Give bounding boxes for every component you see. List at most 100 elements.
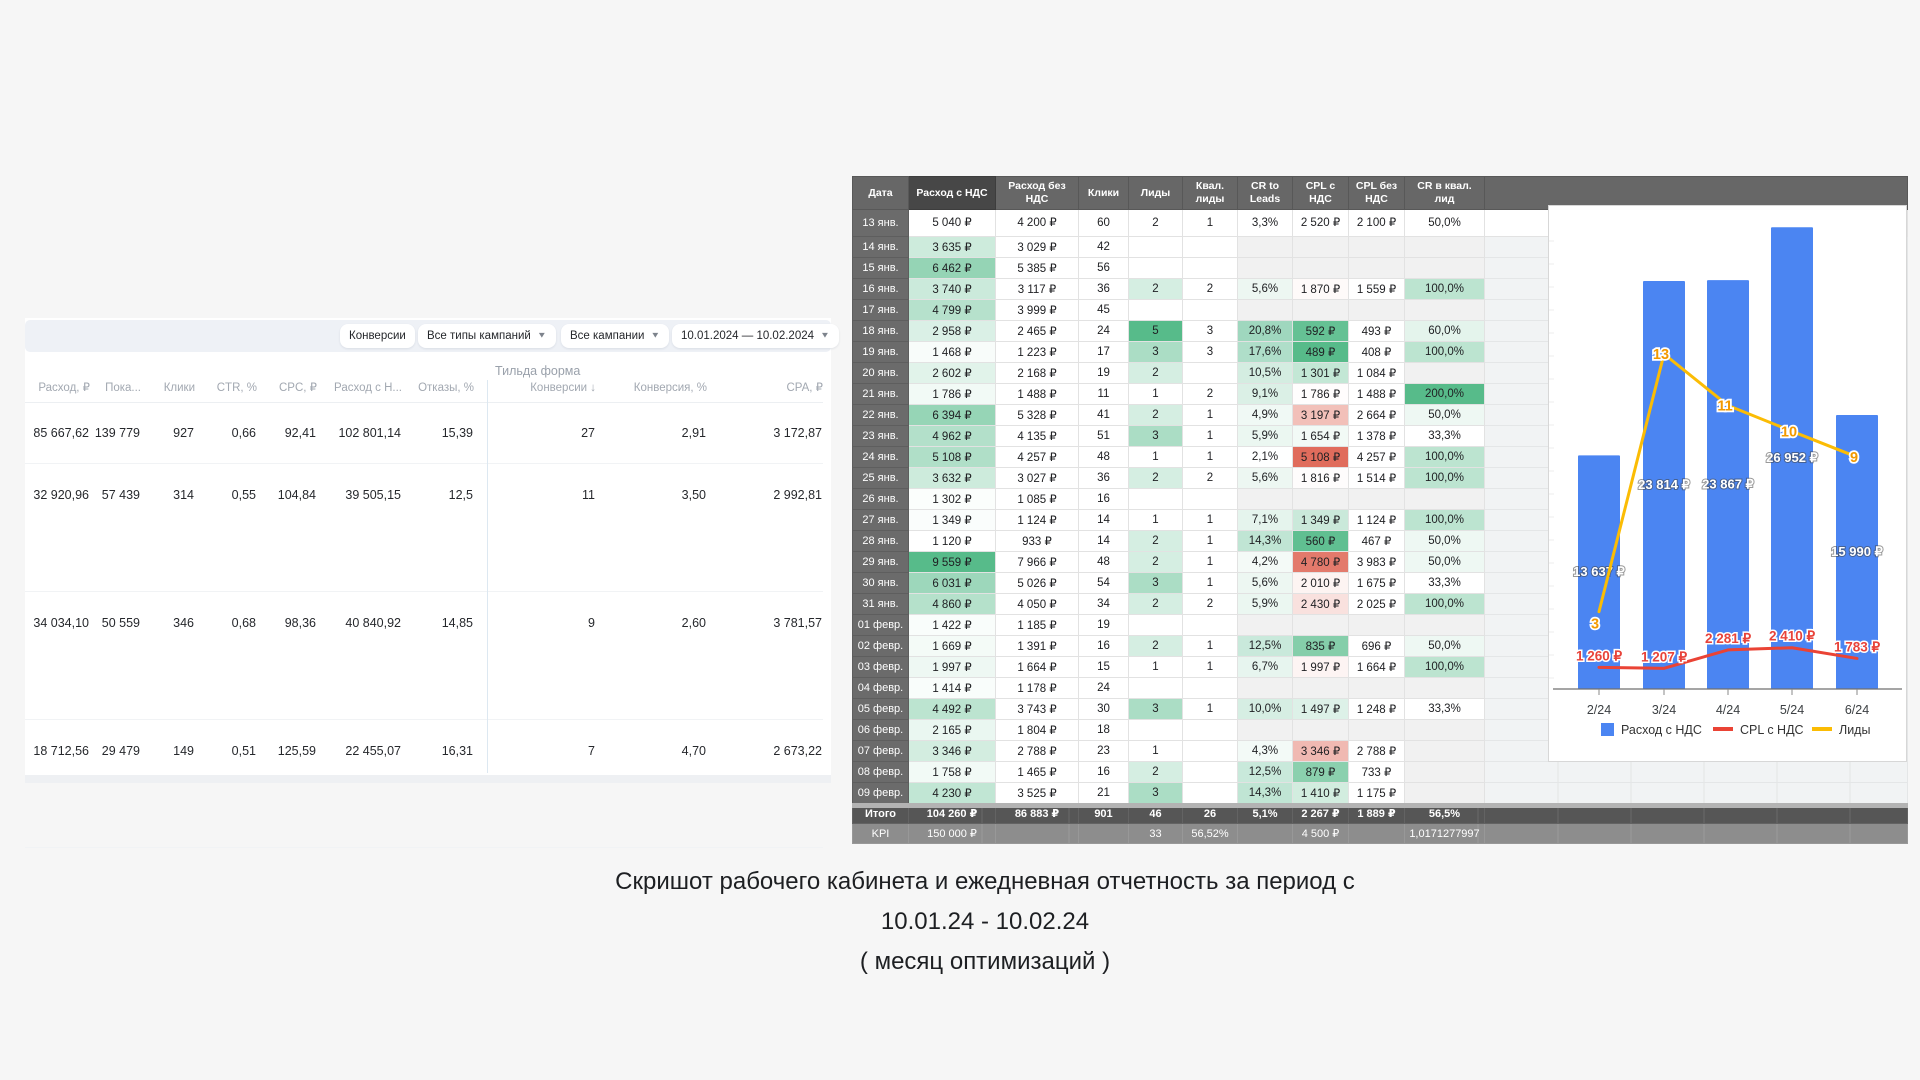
column-header[interactable]: Дата [852,176,909,210]
column-header[interactable]: CPL с НДС [1292,176,1349,210]
cell[interactable] [1128,299,1183,321]
cell[interactable]: 1 786 ₽ [1292,383,1349,405]
cell[interactable] [1128,236,1183,258]
cell[interactable]: 36 [1078,467,1129,489]
date-cell[interactable]: 16 янв. [852,278,909,300]
cell[interactable]: 30 [1078,698,1129,720]
cell[interactable]: 1 [1182,509,1238,531]
cell[interactable] [1292,719,1349,741]
cell[interactable]: 5,6% [1237,278,1293,300]
cell[interactable]: 1 185 ₽ [995,614,1079,636]
cell[interactable]: 1 223 ₽ [995,341,1079,363]
cell[interactable]: 3 [1128,782,1183,804]
column-header[interactable]: Лиды [1128,176,1183,210]
cell[interactable] [1182,362,1238,384]
cell[interactable]: 835 ₽ [1292,635,1349,657]
cell[interactable]: 2 267 ₽ [1292,803,1349,824]
cell[interactable]: 3 999 ₽ [995,299,1079,321]
cell[interactable]: 15 [1078,656,1129,678]
cell[interactable]: 1 675 ₽ [1348,572,1405,594]
cell[interactable]: 24 [1078,320,1129,342]
cell[interactable]: 3 743 ₽ [995,698,1079,720]
cell[interactable]: 560 ₽ [1292,530,1349,552]
metric-filter-chip[interactable]: Конверсии [340,324,415,348]
cell[interactable]: 6 031 ₽ [908,572,996,594]
cell[interactable]: 3 197 ₽ [1292,404,1349,426]
cell[interactable]: 42 [1078,236,1129,258]
cell[interactable]: 9,1% [1237,383,1293,405]
cell[interactable]: 10,5% [1237,362,1293,384]
cell[interactable]: 2 025 ₽ [1348,593,1405,615]
cell[interactable]: 48 [1078,446,1129,468]
date-cell[interactable]: 21 янв. [852,383,909,405]
cell[interactable]: 1 [1128,383,1183,405]
date-cell[interactable]: 28 янв. [852,530,909,552]
cell[interactable]: 3 983 ₽ [1348,551,1405,573]
cell[interactable]: 1 [1182,404,1238,426]
cell[interactable]: 1,0171277997 [1404,823,1485,844]
date-cell[interactable]: 14 янв. [852,236,909,258]
cell[interactable] [1128,719,1183,741]
cell[interactable]: 19 [1078,362,1129,384]
cell[interactable] [1404,614,1485,636]
cell[interactable]: 50,0% [1404,530,1485,552]
cell[interactable]: 1 [1128,509,1183,531]
cell[interactable]: 2 [1182,467,1238,489]
column-header[interactable]: CPC, ₽ [257,380,317,403]
cell[interactable]: 5 108 ₽ [1292,446,1349,468]
cell[interactable] [1182,299,1238,321]
table-row[interactable]: 32 920,96 57 439 314 0,55 104,84 39 505,15 12,… [25,463,823,592]
cell[interactable]: 1 [1128,446,1183,468]
cell[interactable]: 1 669 ₽ [908,635,996,657]
column-header[interactable]: Клики [141,380,195,403]
cell[interactable] [1348,677,1405,699]
cell[interactable]: 5,6% [1237,467,1293,489]
cell[interactable]: 2 465 ₽ [995,320,1079,342]
date-cell[interactable]: 03 февр. [852,656,909,678]
column-header[interactable]: CR to Leads [1237,176,1293,210]
cell[interactable]: 41 [1078,404,1129,426]
date-cell[interactable]: 20 янв. [852,362,909,384]
table-row[interactable]: 18 712,56 29 479 149 0,51 125,59 22 455,07 16,… [25,719,823,848]
cell[interactable]: 4 799 ₽ [908,299,996,321]
date-cell[interactable]: 05 февр. [852,698,909,720]
cell[interactable] [1182,614,1238,636]
cell[interactable]: 33,3% [1404,425,1485,447]
cell[interactable] [1182,761,1238,783]
cell[interactable]: 1 664 ₽ [995,656,1079,678]
cell[interactable]: 3 632 ₽ [908,467,996,489]
cell[interactable]: 56 [1078,257,1129,279]
cell[interactable]: 2 168 ₽ [995,362,1079,384]
date-cell[interactable]: KPI [852,823,909,844]
cell[interactable]: 17,6% [1237,341,1293,363]
cell[interactable]: 1 488 ₽ [1348,383,1405,405]
cell[interactable] [1348,299,1405,321]
cell[interactable] [1404,677,1485,699]
cell[interactable]: 2 602 ₽ [908,362,996,384]
cell[interactable]: 2 520 ₽ [1292,209,1349,237]
cell[interactable]: 1 175 ₽ [1348,782,1405,804]
cell[interactable]: 3 635 ₽ [908,236,996,258]
cell[interactable]: 6 394 ₽ [908,404,996,426]
cell[interactable]: 1 488 ₽ [995,383,1079,405]
column-header[interactable]: Расход с НДС [908,176,996,210]
cell[interactable]: 5 385 ₽ [995,257,1079,279]
cell[interactable] [1292,299,1349,321]
cell[interactable]: 10,0% [1237,698,1293,720]
cell[interactable]: 1 120 ₽ [908,530,996,552]
cell[interactable] [1128,488,1183,510]
cell[interactable]: 1 786 ₽ [908,383,996,405]
date-cell[interactable]: 23 янв. [852,425,909,447]
cell[interactable]: 2 [1128,593,1183,615]
cell[interactable]: 20,8% [1237,320,1293,342]
cell[interactable]: 2 [1128,635,1183,657]
table-row[interactable]: 09 февр. 4 230 ₽3 525 ₽21 3 14,3% 1 410 ₽1 1… [852,782,1908,804]
cell[interactable]: 14 [1078,530,1129,552]
cell[interactable]: 17 [1078,341,1129,363]
column-header[interactable]: Пока... [90,380,141,403]
cell[interactable] [1348,236,1405,258]
cell[interactable]: 16 [1078,761,1129,783]
cell[interactable] [1348,823,1405,844]
column-header[interactable]: CPA, ₽ [707,380,823,403]
date-cell[interactable]: 17 янв. [852,299,909,321]
